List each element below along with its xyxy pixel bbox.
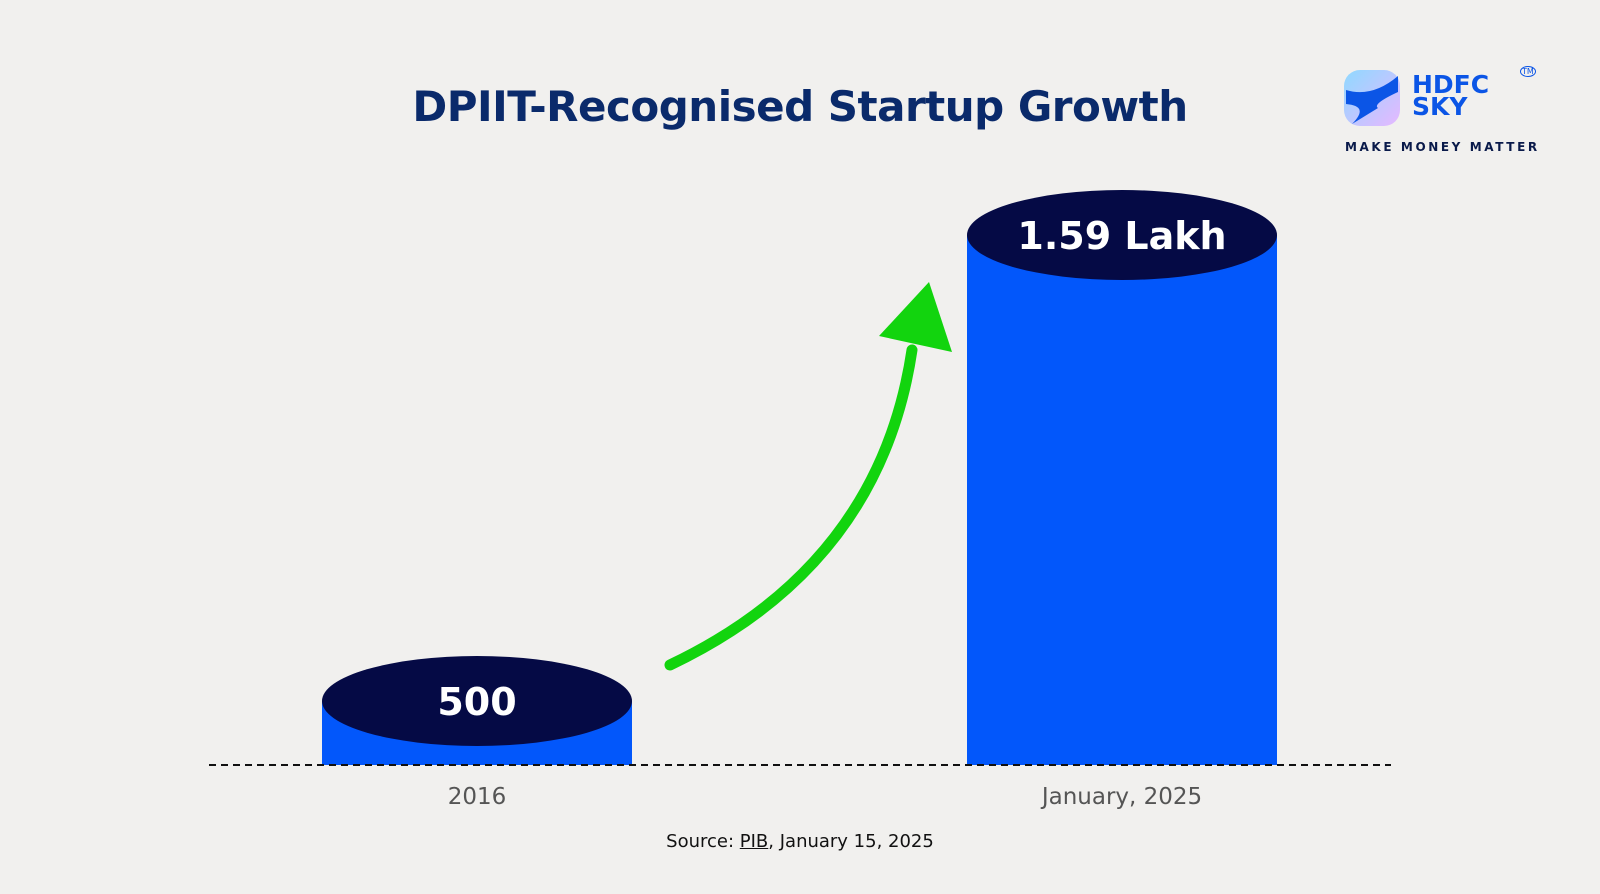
source-link[interactable]: PIB (739, 831, 769, 852)
source-note: Source: PIB, January 15, 2025 (0, 831, 1600, 852)
x-tick-label-2025: January, 2025 (1041, 784, 1203, 810)
data-label-1: 1.59 Lakh (1017, 214, 1226, 258)
source-prefix: Source: (666, 831, 740, 852)
logo-line1: HDFC (1412, 70, 1490, 99)
source-suffix: , January 15, 2025 (768, 831, 934, 852)
data-label-0: 500 (437, 680, 516, 724)
hdfc-sky-logo: HDFC SKY TM MAKE MONEY MATTER (1342, 66, 1542, 158)
growth-arrow-icon (664, 344, 918, 671)
chart-title: DPIIT-Recognised Startup Growth (412, 82, 1188, 131)
bar-cap-1 (967, 190, 1277, 280)
x-tick-label-2016: 2016 (447, 784, 507, 810)
trademark: TM (1520, 66, 1536, 77)
bar-1 (967, 235, 1277, 765)
hdfc-sky-logo-icon (1344, 70, 1400, 126)
logo-line2: SKY (1412, 92, 1468, 121)
logo-tagline: MAKE MONEY MATTER (1345, 140, 1540, 154)
growth-arrowhead-icon (879, 282, 952, 352)
bar-cap-0 (322, 656, 632, 746)
